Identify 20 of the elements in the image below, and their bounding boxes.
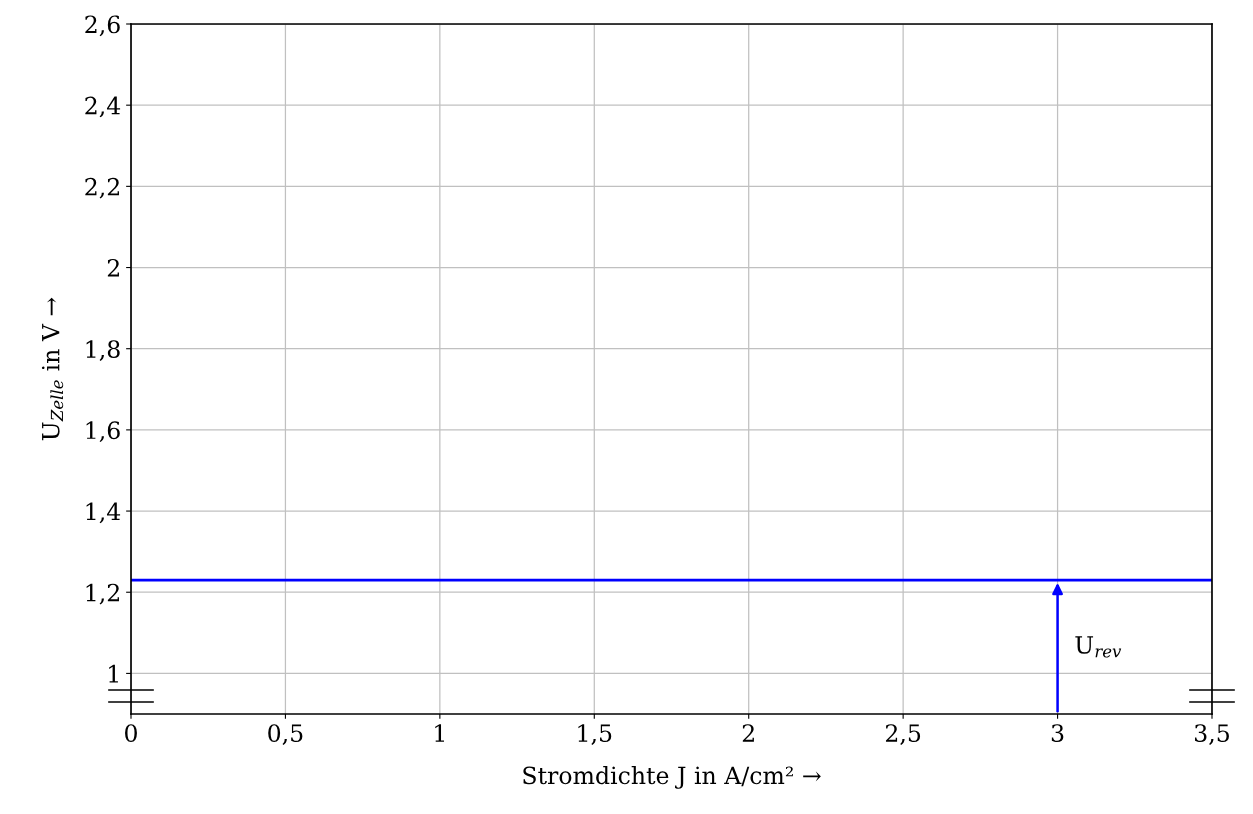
x-tick-label: 2 — [742, 724, 754, 742]
y-axis-title: U$_{Zelle}$ in V → — [41, 297, 64, 441]
y-tick-label: 2,2 — [85, 177, 119, 199]
x-tick-label: 3 — [1051, 724, 1064, 742]
y-tick-label: 2 — [107, 258, 119, 277]
x-tick-label: 3,5 — [1195, 724, 1229, 745]
y-tick-label: 1 — [109, 664, 118, 683]
y-tick-label: 2,4 — [85, 96, 121, 118]
y-tick-label: 1,4 — [86, 502, 121, 524]
x-tick-label: 0 — [125, 724, 137, 742]
y-tick-label: 1,2 — [86, 583, 119, 605]
y-tick-label: 1,6 — [86, 421, 120, 443]
x-tick-label: 1,5 — [578, 724, 612, 745]
x-tick-label: 2,5 — [885, 724, 921, 745]
x-axis-title: Stromdichte J in A/cm² → — [523, 766, 821, 789]
annotation: U$_{rev}$ — [1075, 636, 1122, 658]
x-tick-label: 0,5 — [268, 724, 303, 745]
y-tick-label: 1,8 — [86, 340, 120, 361]
y-tick-label: 2,6 — [85, 15, 120, 37]
x-tick-label: 1 — [435, 724, 445, 742]
